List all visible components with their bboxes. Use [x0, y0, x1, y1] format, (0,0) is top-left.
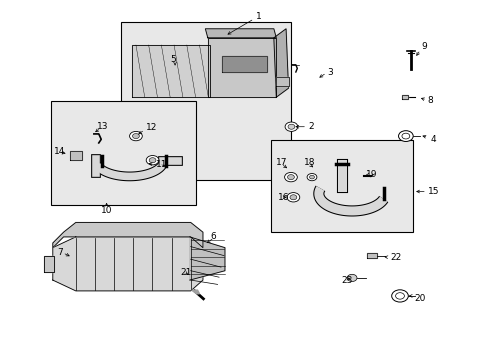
- Text: 6: 6: [210, 233, 216, 241]
- Circle shape: [287, 124, 294, 129]
- Circle shape: [289, 195, 296, 200]
- Text: 9: 9: [421, 42, 427, 51]
- Text: 21: 21: [180, 269, 191, 277]
- Polygon shape: [366, 253, 376, 258]
- Text: 1: 1: [256, 12, 262, 21]
- Text: 8: 8: [427, 95, 433, 104]
- Circle shape: [306, 174, 316, 181]
- Text: 14: 14: [54, 148, 65, 156]
- Circle shape: [146, 156, 159, 165]
- Polygon shape: [205, 29, 276, 38]
- Text: 22: 22: [389, 253, 401, 262]
- Text: 20: 20: [414, 294, 425, 302]
- Polygon shape: [207, 38, 276, 97]
- Text: 3: 3: [327, 68, 333, 77]
- Circle shape: [286, 193, 299, 202]
- Polygon shape: [191, 290, 199, 294]
- Text: 18: 18: [304, 158, 315, 167]
- Text: 23: 23: [341, 276, 352, 284]
- Polygon shape: [53, 237, 203, 291]
- Polygon shape: [189, 237, 224, 280]
- Text: 7: 7: [58, 248, 63, 257]
- Circle shape: [284, 172, 297, 182]
- Bar: [51, 101, 195, 205]
- Bar: [121, 22, 290, 180]
- Text: 4: 4: [429, 135, 435, 144]
- Polygon shape: [44, 256, 54, 272]
- Circle shape: [132, 134, 139, 139]
- Text: 15: 15: [427, 187, 439, 196]
- Polygon shape: [132, 45, 210, 97]
- Circle shape: [398, 131, 412, 141]
- Polygon shape: [273, 29, 288, 97]
- Polygon shape: [401, 95, 407, 99]
- Circle shape: [287, 175, 294, 180]
- Polygon shape: [53, 222, 203, 248]
- Circle shape: [391, 290, 407, 302]
- Text: 5: 5: [170, 55, 176, 64]
- Text: 10: 10: [101, 206, 112, 215]
- Text: 11: 11: [155, 161, 167, 169]
- Circle shape: [285, 122, 297, 131]
- Text: 2: 2: [307, 122, 313, 131]
- Polygon shape: [276, 77, 288, 86]
- Bar: [271, 140, 412, 232]
- Text: 12: 12: [145, 123, 157, 132]
- Text: 13: 13: [97, 122, 108, 131]
- Text: 17: 17: [276, 158, 287, 167]
- Text: 16: 16: [277, 193, 289, 202]
- Text: 19: 19: [365, 170, 377, 179]
- Circle shape: [309, 175, 314, 179]
- Polygon shape: [222, 56, 266, 72]
- Circle shape: [129, 131, 142, 141]
- Polygon shape: [70, 151, 81, 160]
- Circle shape: [395, 293, 404, 299]
- Circle shape: [149, 158, 156, 163]
- Circle shape: [346, 274, 356, 282]
- Circle shape: [401, 133, 409, 139]
